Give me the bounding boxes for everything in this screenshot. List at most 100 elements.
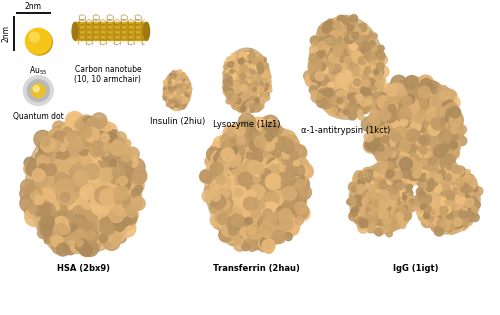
Circle shape (262, 73, 266, 78)
Circle shape (115, 175, 130, 191)
Circle shape (82, 194, 96, 209)
Circle shape (252, 100, 259, 107)
Circle shape (392, 166, 400, 174)
Circle shape (135, 185, 142, 193)
Circle shape (418, 206, 422, 210)
Circle shape (433, 140, 448, 154)
Circle shape (454, 211, 464, 221)
Circle shape (228, 94, 234, 99)
Circle shape (366, 31, 372, 38)
Circle shape (54, 127, 62, 135)
Circle shape (394, 90, 404, 99)
Circle shape (445, 158, 455, 169)
Circle shape (342, 17, 350, 25)
Circle shape (248, 226, 256, 234)
Circle shape (174, 86, 176, 89)
Circle shape (412, 143, 428, 158)
Circle shape (410, 199, 415, 205)
Circle shape (412, 112, 424, 123)
Circle shape (290, 193, 298, 202)
Circle shape (370, 41, 376, 47)
Circle shape (342, 27, 349, 35)
Circle shape (120, 150, 132, 161)
Circle shape (264, 83, 268, 87)
Circle shape (218, 214, 228, 224)
Circle shape (278, 210, 285, 218)
Circle shape (406, 197, 415, 206)
Circle shape (68, 240, 76, 249)
Circle shape (109, 232, 122, 245)
Circle shape (235, 172, 250, 187)
Circle shape (359, 94, 369, 104)
Circle shape (214, 175, 231, 191)
Circle shape (51, 235, 63, 247)
Circle shape (432, 119, 443, 130)
Circle shape (362, 49, 370, 57)
Circle shape (428, 123, 440, 135)
Circle shape (392, 190, 398, 196)
Circle shape (125, 170, 137, 181)
Circle shape (405, 93, 418, 106)
Circle shape (397, 104, 407, 115)
Circle shape (388, 147, 399, 158)
Circle shape (353, 78, 361, 86)
Circle shape (393, 110, 401, 118)
Circle shape (261, 62, 264, 65)
Circle shape (297, 166, 308, 177)
Circle shape (212, 195, 226, 209)
Circle shape (110, 159, 126, 174)
Circle shape (443, 115, 450, 122)
Circle shape (174, 98, 176, 100)
Circle shape (451, 114, 458, 122)
Circle shape (252, 74, 260, 82)
Circle shape (358, 101, 370, 114)
Circle shape (352, 186, 358, 192)
Circle shape (398, 133, 413, 148)
Circle shape (428, 203, 432, 207)
Circle shape (258, 72, 266, 80)
Circle shape (391, 218, 396, 224)
Circle shape (350, 211, 356, 217)
Circle shape (128, 185, 136, 194)
Circle shape (242, 120, 255, 134)
Circle shape (369, 223, 376, 230)
Circle shape (418, 193, 426, 201)
Circle shape (220, 150, 231, 162)
Circle shape (398, 189, 407, 198)
Circle shape (338, 19, 346, 27)
Circle shape (244, 144, 260, 160)
Circle shape (235, 89, 240, 94)
Circle shape (368, 212, 373, 217)
Circle shape (466, 179, 474, 188)
Circle shape (180, 84, 182, 86)
Circle shape (99, 154, 114, 169)
Circle shape (216, 194, 222, 201)
Circle shape (274, 180, 283, 190)
Circle shape (125, 147, 140, 162)
Circle shape (383, 210, 392, 218)
Circle shape (362, 174, 368, 179)
Circle shape (452, 134, 458, 140)
Circle shape (405, 161, 416, 172)
Circle shape (250, 63, 255, 69)
Circle shape (62, 129, 82, 148)
Circle shape (101, 156, 110, 164)
Circle shape (66, 227, 80, 241)
Circle shape (444, 140, 454, 151)
Ellipse shape (144, 22, 150, 40)
Circle shape (353, 99, 362, 107)
Circle shape (378, 53, 385, 60)
Circle shape (240, 54, 248, 62)
Circle shape (250, 49, 253, 53)
Circle shape (226, 154, 239, 167)
Circle shape (217, 188, 228, 199)
Circle shape (262, 123, 272, 132)
Circle shape (262, 179, 270, 187)
Circle shape (380, 89, 388, 97)
Circle shape (278, 162, 285, 169)
Circle shape (261, 81, 266, 85)
Circle shape (468, 187, 477, 196)
Circle shape (366, 177, 371, 182)
Circle shape (452, 167, 460, 175)
Circle shape (232, 186, 246, 200)
